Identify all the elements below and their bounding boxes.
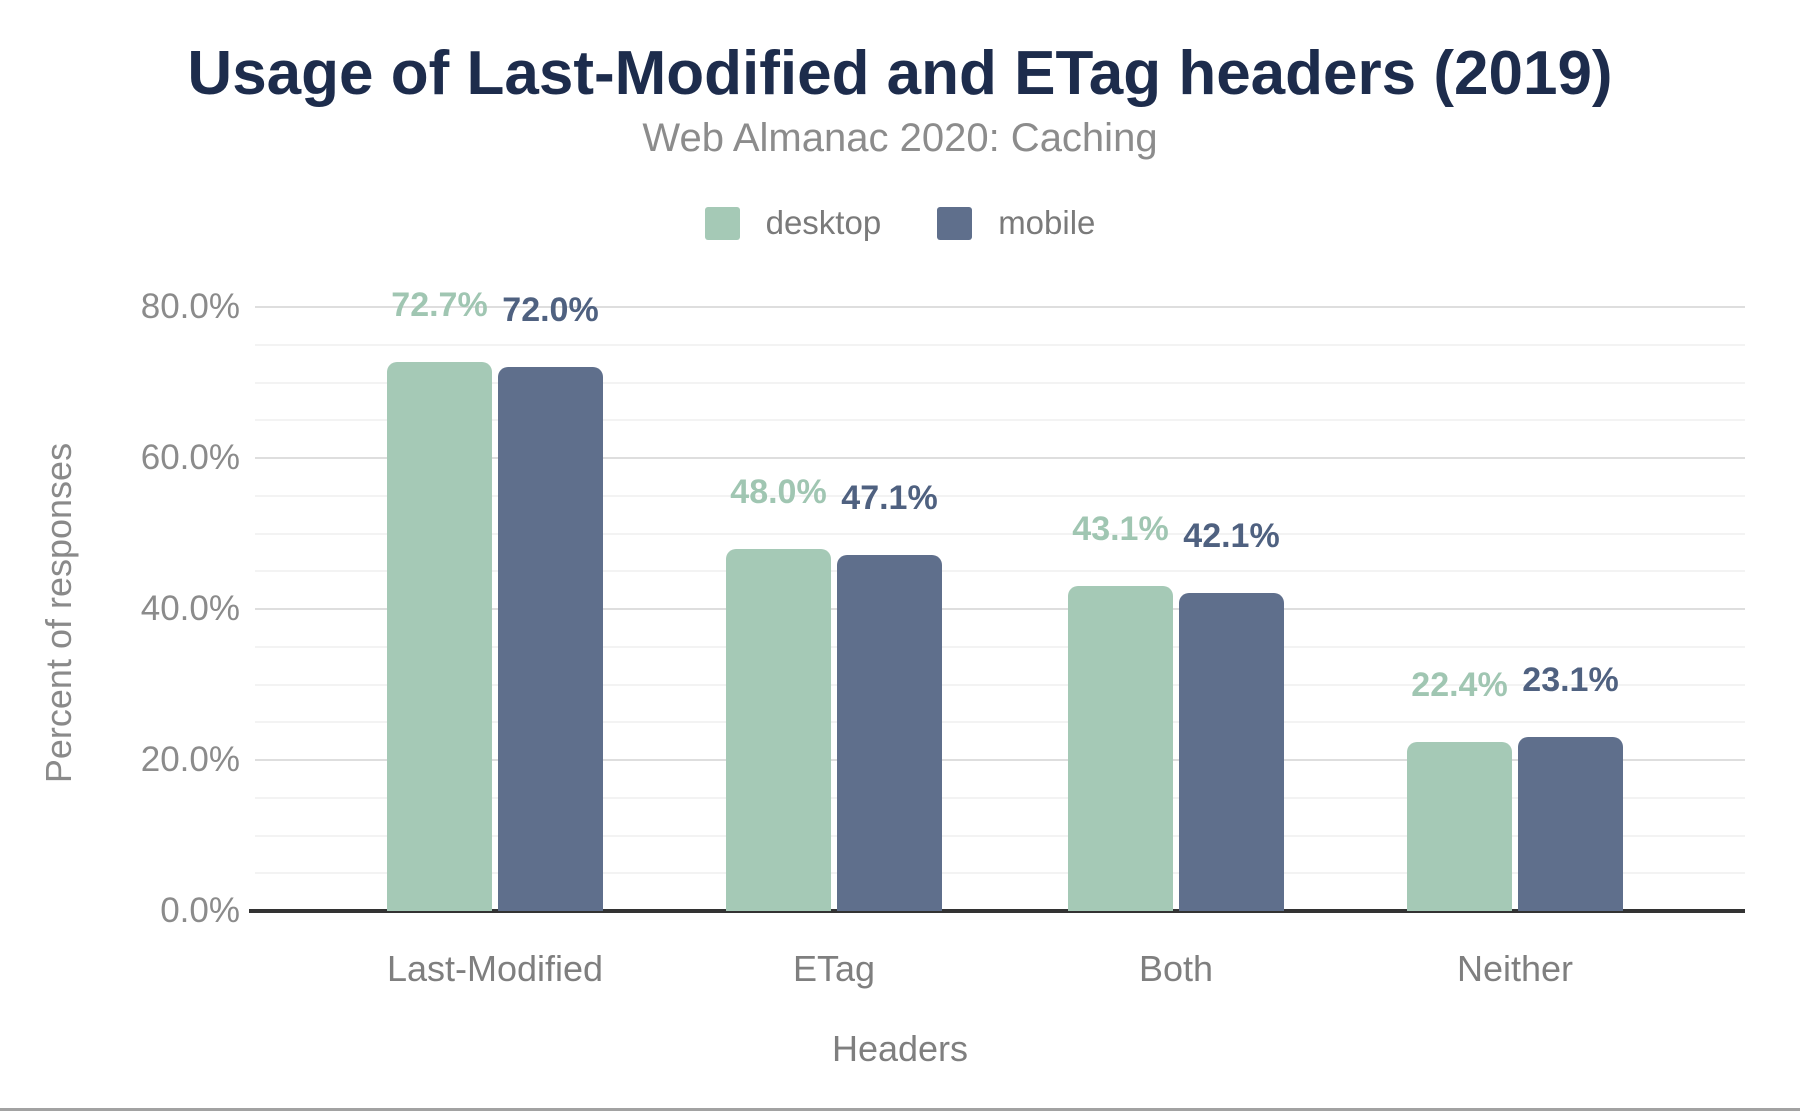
bar-desktop-both xyxy=(1068,585,1173,911)
bottom-rule xyxy=(0,1108,1800,1111)
bar-mobile-neither xyxy=(1518,736,1623,911)
y-axis-title: Percent of responses xyxy=(38,442,79,784)
minor-gridline xyxy=(255,834,1745,837)
x-category-label-neither: Neither xyxy=(1456,948,1574,989)
y-tick-label: 80.0% xyxy=(140,287,240,326)
chart-subtitle: Web Almanac 2020: Caching xyxy=(642,116,1158,160)
minor-gridline xyxy=(255,645,1745,648)
bar-value-desktop-etag: 48.0% xyxy=(730,472,827,511)
major-gridline xyxy=(255,457,1745,459)
bar-value-mobile-etag: 47.1% xyxy=(841,479,938,518)
minor-gridline xyxy=(255,494,1745,497)
major-gridline xyxy=(255,759,1745,761)
legend-swatch-desktop xyxy=(704,206,740,240)
minor-gridline xyxy=(255,419,1745,422)
minor-gridline xyxy=(255,683,1745,686)
x-category-label-last-modified: Last-Modified xyxy=(386,948,604,989)
bar-value-desktop-last-modified: 72.7% xyxy=(391,286,488,325)
bar-desktop-last-modified xyxy=(387,362,492,911)
bar-mobile-last-modified xyxy=(498,367,603,911)
x-category-label-etag: ETag xyxy=(792,948,876,989)
bar-mobile-both xyxy=(1179,593,1284,911)
legend: desktop mobile xyxy=(0,204,1800,242)
bar-value-desktop-both: 43.1% xyxy=(1072,509,1169,548)
legend-item-mobile[interactable]: mobile xyxy=(937,204,1095,242)
bar-mobile-etag xyxy=(837,555,942,911)
bar-desktop-etag xyxy=(726,548,831,911)
minor-gridline xyxy=(255,570,1745,573)
minor-gridline xyxy=(255,721,1745,724)
bar-desktop-neither xyxy=(1407,741,1512,911)
x-category-label-both: Both xyxy=(1138,948,1214,989)
minor-gridline xyxy=(255,532,1745,535)
minor-gridline xyxy=(255,343,1745,346)
y-tick-label: 40.0% xyxy=(140,589,240,628)
chart-title: Usage of Last-Modified and ETag headers … xyxy=(187,39,1613,108)
legend-label-desktop: desktop xyxy=(765,204,882,241)
legend-item-desktop[interactable]: desktop xyxy=(704,204,882,242)
major-gridline xyxy=(255,608,1745,610)
bar-value-mobile-both: 42.1% xyxy=(1183,517,1280,556)
x-axis-title: Headers xyxy=(831,1028,969,1069)
legend-label-mobile: mobile xyxy=(998,204,1096,241)
minor-gridline xyxy=(255,381,1745,384)
x-axis-line xyxy=(249,909,1745,913)
minor-gridline xyxy=(255,796,1745,799)
legend-swatch-mobile xyxy=(937,206,973,240)
bar-value-desktop-neither: 22.4% xyxy=(1411,665,1508,704)
bar-value-mobile-neither: 23.1% xyxy=(1522,660,1619,699)
y-tick-label: 60.0% xyxy=(140,438,240,477)
y-tick-label: 0.0% xyxy=(160,891,240,930)
y-tick-label: 20.0% xyxy=(140,740,240,779)
bar-value-mobile-last-modified: 72.0% xyxy=(502,291,599,330)
major-gridline xyxy=(255,306,1745,308)
minor-gridline xyxy=(255,872,1745,875)
